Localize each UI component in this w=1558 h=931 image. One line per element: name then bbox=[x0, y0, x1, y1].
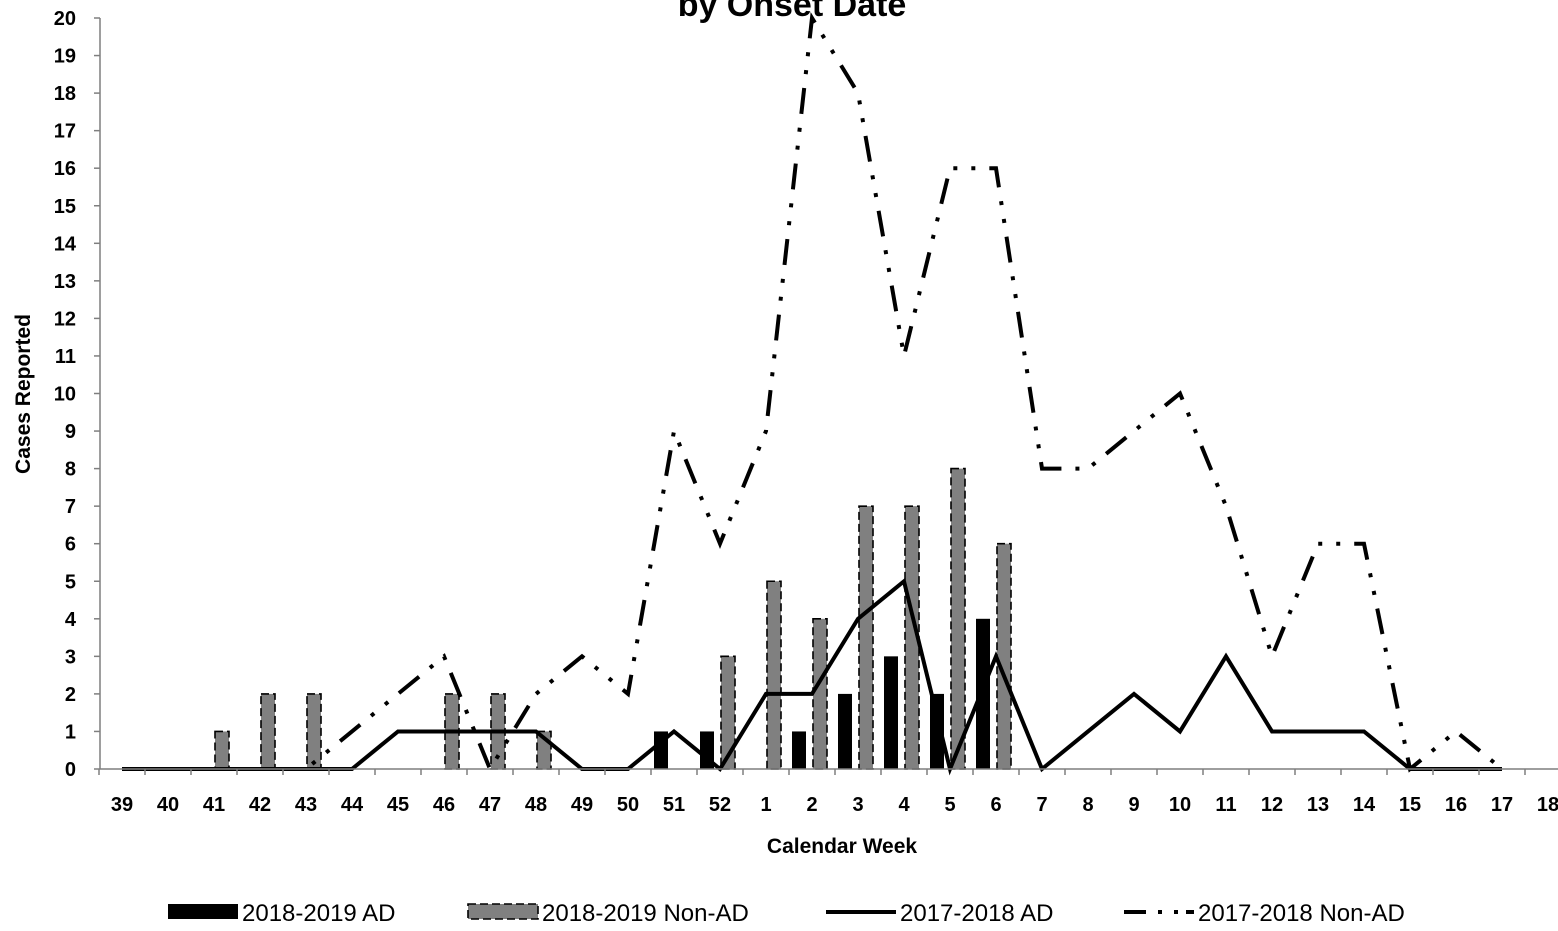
x-tick-label: 8 bbox=[1082, 794, 1093, 816]
y-tick-label: 5 bbox=[65, 571, 76, 593]
y-tick-label: 0 bbox=[65, 759, 76, 781]
legend-swatch-2018-2019-non-ad bbox=[467, 903, 539, 920]
x-tick-label: 44 bbox=[341, 794, 364, 816]
bar-2018-2019-non-ad bbox=[812, 617, 828, 770]
x-tick-label: 13 bbox=[1307, 794, 1329, 816]
y-tick-label: 19 bbox=[54, 46, 76, 68]
y-tick-label: 7 bbox=[65, 496, 76, 518]
x-tick-label: 48 bbox=[525, 794, 547, 816]
y-tick-label: 17 bbox=[54, 121, 76, 143]
bar-2018-2019-ad bbox=[792, 731, 806, 769]
bar-2018-2019-non-ad bbox=[260, 693, 276, 770]
x-tick-label: 5 bbox=[944, 794, 955, 816]
x-tick-label: 39 bbox=[111, 794, 133, 816]
x-tick-label: 50 bbox=[617, 794, 639, 816]
x-tick-label: 51 bbox=[663, 794, 685, 816]
bar-2018-2019-non-ad bbox=[766, 580, 782, 770]
x-tick-label: 49 bbox=[571, 794, 593, 816]
y-tick-label: 13 bbox=[54, 271, 76, 293]
x-tick-label: 18 bbox=[1537, 794, 1558, 816]
y-tick-label: 10 bbox=[54, 384, 76, 406]
bar-2018-2019-ad bbox=[976, 618, 990, 769]
x-tick-label: 9 bbox=[1128, 794, 1139, 816]
x-tick-label: 3 bbox=[852, 794, 863, 816]
x-tick-label: 7 bbox=[1036, 794, 1047, 816]
y-tick-label: 16 bbox=[54, 158, 76, 180]
bar-2018-2019-non-ad bbox=[858, 505, 874, 770]
x-tick-label: 2 bbox=[806, 794, 817, 816]
y-axis-title: Cases Reported bbox=[12, 314, 35, 474]
x-tick-label: 42 bbox=[249, 794, 271, 816]
bar-2018-2019-ad bbox=[884, 656, 898, 769]
y-tick-label: 8 bbox=[65, 459, 76, 481]
legend-label: 2017-2018 AD bbox=[900, 900, 1053, 927]
y-tick-label: 12 bbox=[54, 308, 76, 330]
legend: 2018-2019 AD 2018-2019 Non-AD 2017-2018 AD… bbox=[168, 900, 1405, 927]
bar-2018-2019-non-ad bbox=[306, 693, 322, 770]
x-tick-label: 47 bbox=[479, 794, 501, 816]
y-tick-label: 15 bbox=[54, 196, 76, 218]
bar-2018-2019-non-ad bbox=[950, 467, 966, 770]
x-tick-label: 17 bbox=[1491, 794, 1513, 816]
y-tick-label: 9 bbox=[65, 421, 76, 443]
x-axis-title: Calendar Week bbox=[767, 835, 917, 858]
bar-2018-2019-ad bbox=[930, 693, 944, 769]
x-tick-label: 1 bbox=[760, 794, 771, 816]
y-tick-label: 4 bbox=[65, 609, 77, 631]
x-tick-label: 41 bbox=[203, 794, 225, 816]
y-tick-label: 3 bbox=[65, 646, 76, 668]
y-tick-label: 1 bbox=[65, 721, 76, 743]
y-tick-label: 2 bbox=[65, 684, 76, 706]
x-tick-label: 40 bbox=[157, 794, 179, 816]
y-tick-label: 14 bbox=[54, 233, 77, 255]
legend-swatch-2018-2019-ad bbox=[168, 904, 238, 919]
chart-title: by Onset Date bbox=[678, 0, 907, 24]
y-tick-label: 20 bbox=[54, 8, 76, 30]
legend-label: 2018-2019 AD bbox=[242, 900, 395, 927]
x-tick-label: 46 bbox=[433, 794, 455, 816]
x-tick-label: 12 bbox=[1261, 794, 1283, 816]
line-2017-2018-ad bbox=[122, 577, 1502, 776]
x-tick-label: 11 bbox=[1215, 794, 1236, 816]
x-tick-label: 45 bbox=[387, 794, 409, 816]
line-layer bbox=[122, 11, 1504, 776]
bar-layer bbox=[214, 467, 1012, 770]
legend-label: 2017-2018 Non-AD bbox=[1198, 900, 1405, 927]
y-tick-label: 18 bbox=[54, 83, 76, 105]
x-tick-label: 14 bbox=[1353, 794, 1376, 816]
bar-2018-2019-non-ad bbox=[996, 542, 1012, 770]
x-tick-label: 16 bbox=[1445, 794, 1467, 816]
x-tick-label: 15 bbox=[1399, 794, 1421, 816]
bar-2018-2019-non-ad bbox=[720, 655, 736, 770]
x-tick-label: 10 bbox=[1169, 794, 1191, 816]
line-2017-2018-non-ad bbox=[122, 11, 1504, 774]
x-tick-label: 52 bbox=[709, 794, 731, 816]
y-tick-label: 11 bbox=[55, 346, 76, 368]
bar-2018-2019-ad bbox=[838, 693, 852, 769]
legend-label: 2018-2019 Non-AD bbox=[542, 900, 749, 927]
x-tick-label: 4 bbox=[898, 794, 910, 816]
x-tick-label: 43 bbox=[295, 794, 317, 816]
bar-2018-2019-non-ad bbox=[214, 730, 230, 770]
y-tick-label: 6 bbox=[65, 534, 76, 556]
x-tick-label: 6 bbox=[990, 794, 1001, 816]
